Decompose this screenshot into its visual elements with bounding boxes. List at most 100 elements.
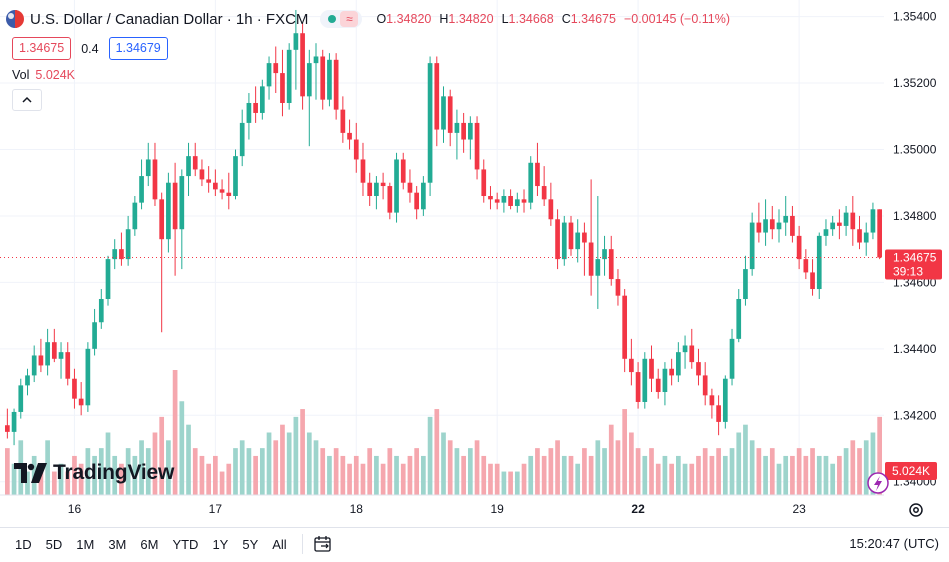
candle-body [642, 358, 648, 402]
range-all-button[interactable]: All [272, 536, 287, 552]
toolbar-divider [301, 534, 303, 554]
candle-body [186, 156, 191, 177]
candle-body [588, 242, 594, 276]
candle-body [380, 182, 386, 187]
volume-bar [85, 448, 91, 495]
collapse-legend-button[interactable] [12, 89, 42, 111]
volume-bar [105, 432, 111, 495]
candle-body [273, 63, 279, 74]
candle-body [119, 249, 124, 260]
volume-bar [588, 455, 594, 495]
candle-body [467, 122, 473, 140]
volume-bar [25, 471, 30, 495]
calendar-range-icon[interactable] [313, 535, 333, 553]
candle-body [528, 162, 534, 203]
volume-bar [843, 448, 849, 495]
volume-bar [857, 448, 862, 495]
ohlc-change: −0.00145 (−0.11%) [623, 12, 731, 26]
volume-bar [877, 416, 882, 495]
volume-value: 5.024K [35, 68, 76, 82]
volume-bar [521, 463, 527, 495]
time-axis-tick: 17 [209, 502, 223, 516]
candle-body [360, 159, 366, 183]
candle-body [45, 342, 50, 366]
volume-bar [682, 463, 688, 495]
tradingview-logo-icon [14, 463, 47, 483]
range-3m-button[interactable]: 3M [108, 536, 127, 552]
volume-bar [675, 455, 681, 495]
alert-icon[interactable] [867, 472, 889, 494]
candle-body [481, 169, 487, 197]
candle-body [18, 385, 24, 412]
volume-bar [233, 448, 238, 495]
candle-body [233, 156, 238, 197]
volume-bar [582, 448, 587, 495]
candle-body [199, 169, 205, 180]
volume-bar [810, 448, 815, 495]
candle-body [421, 182, 426, 210]
candle-body [213, 182, 218, 190]
volume-bar [729, 448, 735, 495]
candle-body [501, 196, 507, 203]
candle-body [300, 33, 305, 97]
volume-bar [286, 432, 292, 495]
candle-body [602, 249, 607, 260]
buy-button[interactable]: 1.34679 [108, 37, 168, 60]
candle-body [192, 156, 198, 170]
range-5y-button[interactable]: 5Y [242, 536, 259, 552]
volume-bar [280, 424, 285, 495]
candle-body [139, 176, 144, 203]
utc-clock[interactable]: 15:20:47 (UTC) [849, 536, 939, 551]
candle-body [387, 186, 393, 213]
candle-body [441, 96, 446, 130]
candle-body [400, 159, 406, 183]
range-1m-button[interactable]: 1M [76, 536, 95, 552]
price-chart[interactable]: 1.354001.352001.350001.348001.346001.344… [0, 0, 949, 527]
volume-bar [823, 455, 829, 495]
range-5d-button[interactable]: 5D [45, 536, 63, 552]
price-axis-tick: 1.34200 [893, 408, 937, 422]
gear-icon[interactable] [907, 501, 925, 519]
bottom-toolbar: 1D 5D 1M 3M 6M YTD 1Y 5Y All 15:20:47 (U… [0, 527, 949, 562]
range-1y-button[interactable]: 1Y [212, 536, 229, 552]
volume-bar [501, 471, 507, 495]
volume-bar [407, 455, 413, 495]
candle-body [857, 229, 862, 243]
volume-bar [333, 448, 339, 495]
volume-bar [602, 448, 607, 495]
candle-body [85, 348, 91, 406]
last-volume-value: 5.024K [892, 464, 930, 478]
volume-bar [172, 370, 178, 495]
candle-body [98, 298, 104, 323]
range-1d-button[interactable]: 1D [15, 536, 32, 552]
volume-bar [421, 455, 426, 495]
volume-bar [608, 424, 614, 495]
candle-body [555, 219, 560, 260]
volume-bar [112, 455, 118, 495]
volume-bar [159, 416, 165, 495]
candle-body [830, 222, 836, 230]
market-status[interactable]: ≈ [320, 10, 363, 28]
symbol-title[interactable]: U.S. Dollar / Canadian Dollar · 1h · FXC… [30, 10, 309, 28]
volume-bar [561, 455, 567, 495]
candle-body [172, 182, 178, 230]
sell-button[interactable]: 1.34675 [12, 37, 72, 60]
range-6m-button[interactable]: 6M [140, 536, 159, 552]
ohlc-low: L1.34668 [501, 12, 554, 26]
volume-bar [186, 424, 191, 495]
volume-bar [716, 448, 721, 495]
candle-body [280, 73, 285, 103]
volume-bar [461, 455, 466, 495]
candle-body [327, 59, 332, 100]
time-axis-tick: 23 [792, 502, 806, 516]
candle-body [863, 232, 869, 243]
candle-body [803, 259, 809, 273]
symbol-legend: U.S. Dollar / Canadian Dollar · 1h · FXC… [6, 8, 730, 30]
range-ytd-button[interactable]: YTD [172, 536, 199, 552]
candle-body [286, 49, 292, 103]
candle-body [696, 362, 701, 376]
tradingview-logo[interactable]: TradingView [14, 461, 174, 485]
candle-body [736, 298, 742, 339]
candle-body [541, 186, 547, 200]
volume-bar [769, 448, 775, 495]
